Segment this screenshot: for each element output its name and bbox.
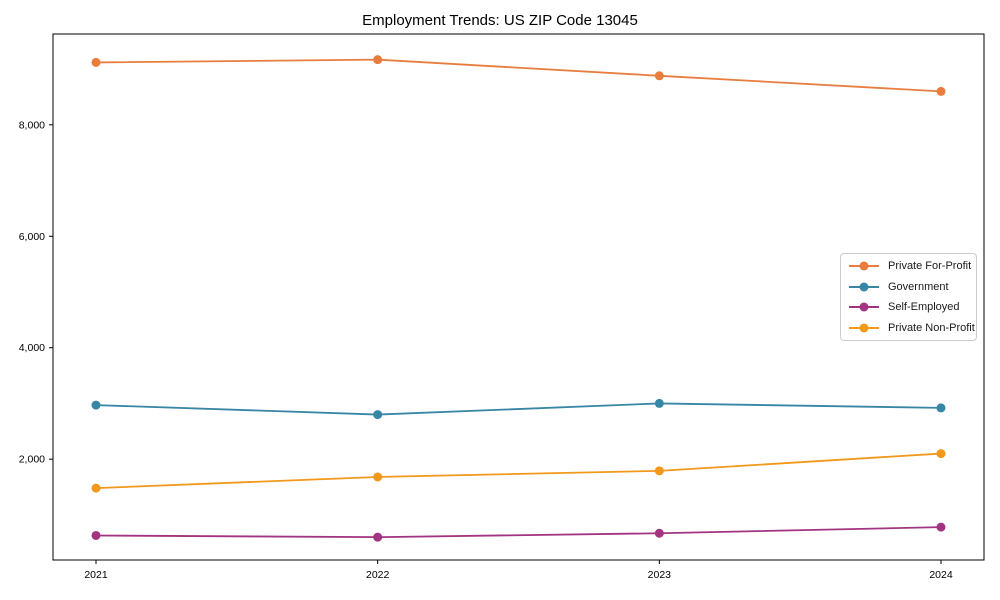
data-point-government [91,400,101,410]
y-tick-label: 6,000 [19,231,45,243]
legend-item-private-non-profit: Private Non-Profit [841,318,976,338]
legend-label: Private For-Profit [888,260,972,273]
x-tick-label: 2021 [84,569,108,581]
legend-label: Government [888,280,949,293]
y-tick-label: 8,000 [19,119,45,131]
data-point-self-employed [654,528,664,538]
data-point-self-employed [373,532,383,542]
data-point-private-for-profit [936,86,946,96]
legend-item-private-for-profit: Private For-Profit [841,256,976,276]
x-tick-label: 2022 [366,569,390,581]
legend-line-marker-icon [849,306,879,309]
legend-item-self-employed: Self-Employed [841,297,976,317]
legend: Private For-Profit Government Self-Emplo… [840,253,977,341]
series-line-private-for-profit [95,58,942,93]
legend-label: Self-Employed [888,301,960,314]
legend-line-marker-icon [849,326,879,329]
legend-line-marker-icon [849,285,879,288]
series-line-private-non-profit [95,452,942,490]
series-line-government [95,402,942,416]
data-point-government [654,398,664,408]
series-line-self-employed [95,526,942,539]
data-point-private-non-profit [373,472,383,482]
legend-label: Private Non-Profit [888,321,975,334]
legend-line-marker-icon [849,265,879,268]
data-point-private-non-profit [91,483,101,493]
x-tick-label: 2023 [648,569,672,581]
plot-frame [52,33,985,561]
data-point-private-for-profit [91,57,101,67]
data-point-private-non-profit [654,466,664,476]
y-tick-label: 4,000 [19,342,45,354]
y-tick-label: 2,000 [19,454,45,466]
data-point-government [373,410,383,420]
data-point-self-employed [936,522,946,532]
x-tick-label: 2024 [929,569,953,581]
legend-item-government: Government [841,277,976,297]
data-point-self-employed [91,530,101,540]
data-point-private-non-profit [936,449,946,459]
data-point-private-for-profit [654,71,664,81]
chart-title: Employment Trends: US ZIP Code 13045 [362,12,638,29]
data-point-private-for-profit [373,55,383,65]
data-point-government [936,403,946,413]
